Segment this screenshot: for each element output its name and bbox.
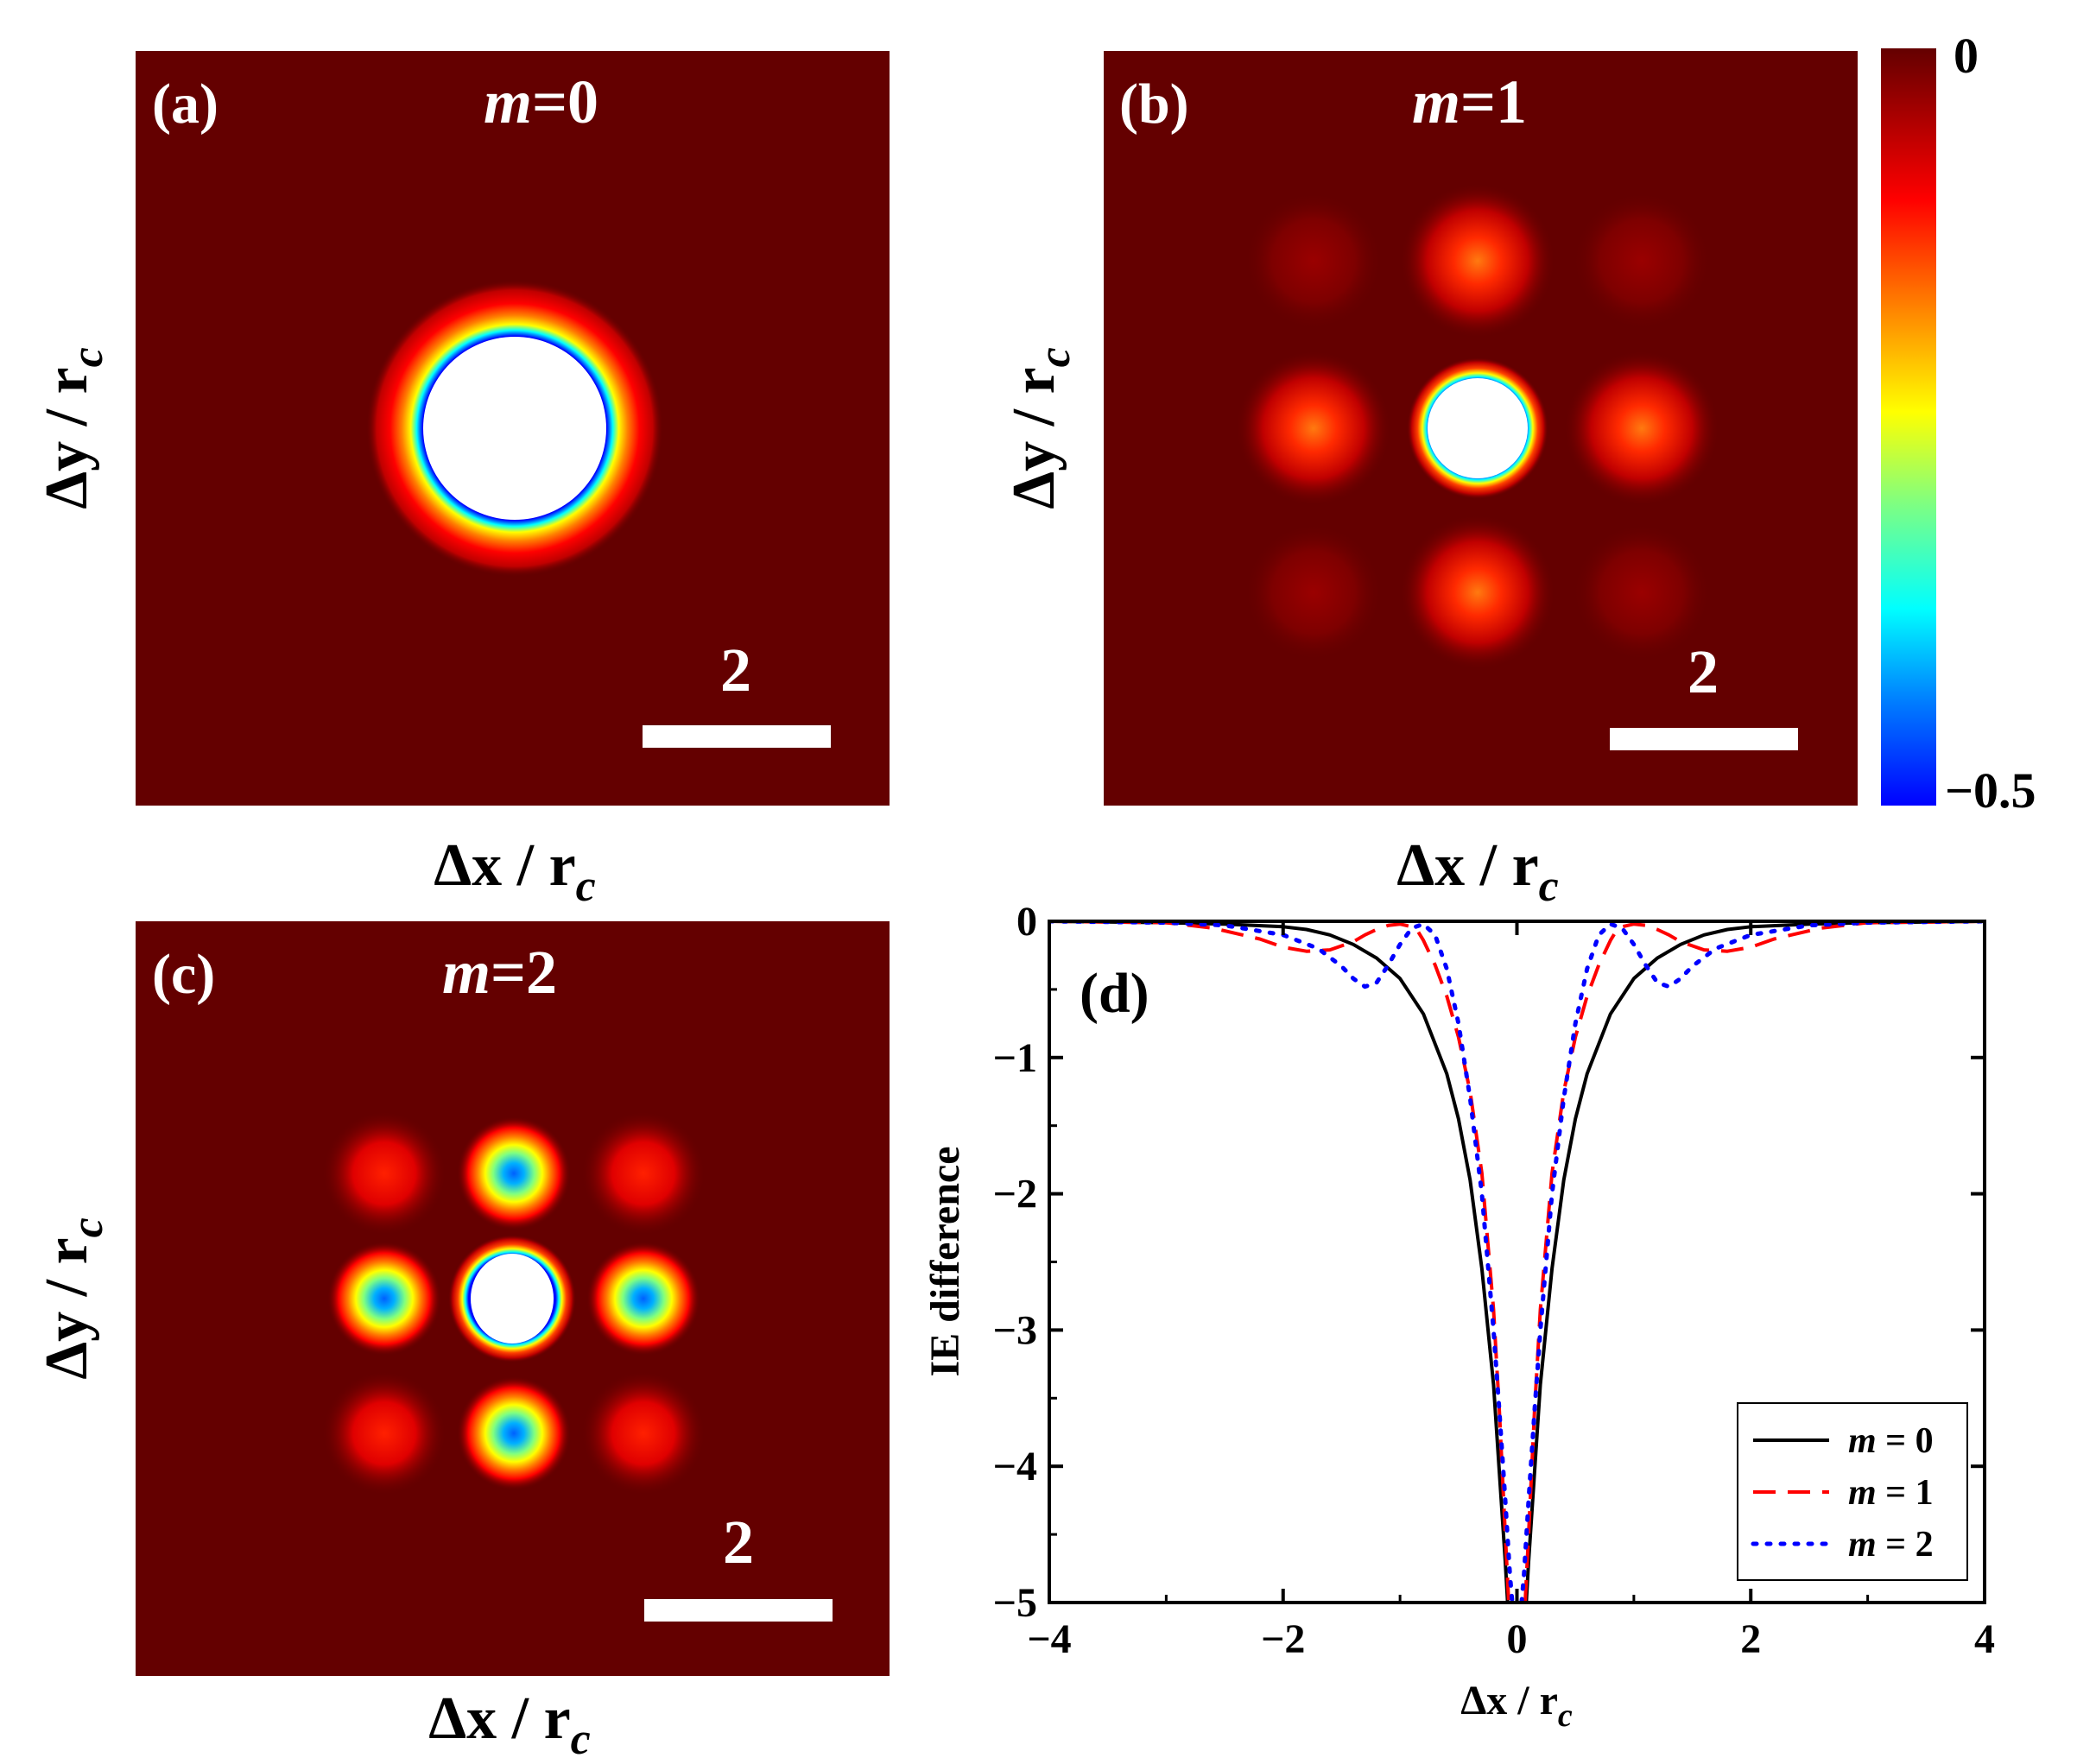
panel-d-axes: −4 −2 0 2 40−1−2−3−4−5 <box>993 899 1995 1662</box>
panel-d-xlabel: Δx / rc <box>1460 1678 1573 1734</box>
panel-a-ylabel: Δy / rc <box>34 347 112 509</box>
y-tick-label: −1 <box>993 1035 1037 1081</box>
series-line-m1-right <box>1523 921 1985 1603</box>
panel-c-scale-label: 2 <box>723 1508 754 1577</box>
panel-b-scale-label: 2 <box>1688 637 1719 706</box>
panel-c-side-lobe <box>327 1242 441 1356</box>
panel-c-title: m=2 <box>442 938 557 1007</box>
panel-d-legend: m = 0 m = 1 m = 2 <box>1737 1402 1968 1581</box>
colorbar-min-label: −0.5 <box>1945 762 2036 819</box>
legend-label-m2: m = 2 <box>1848 1525 1934 1565</box>
panel-b-side-lobe <box>1400 515 1555 670</box>
x-tick-label: 2 <box>1740 1616 1761 1662</box>
panel-b-center-hole <box>1428 378 1528 478</box>
panel-a: (a) m=0 2 Δx / rc Δy / rc <box>34 51 890 911</box>
panel-c-xlabel: Δx / rc <box>428 1685 591 1764</box>
panel-a-xlabel: Δx / rc <box>434 832 596 911</box>
panel-d: −4 −2 0 2 40−1−2−3−4−5 (d) Δx / rc IE differ… <box>922 899 1995 1734</box>
x-tick-label: −2 <box>1261 1616 1305 1662</box>
panel-b-side-lobe <box>1236 351 1391 506</box>
panel-c-scale-bar <box>644 1599 833 1622</box>
panel-b-corner-lobe <box>1244 523 1383 661</box>
y-tick-label: −3 <box>993 1307 1037 1353</box>
panel-c-corner-lobe <box>322 1371 446 1495</box>
panel-c-corner-lobe <box>581 1111 706 1236</box>
x-tick-label: 0 <box>1507 1616 1528 1662</box>
panel-a-title: m=0 <box>484 67 598 136</box>
panel-d-letter: (d) <box>1080 962 1149 1025</box>
colorbar-max-label: 0 <box>1954 28 1979 84</box>
panel-c-side-lobe <box>457 1376 571 1490</box>
legend-label-m1: m = 1 <box>1848 1473 1934 1513</box>
panel-a-letter: (a) <box>152 73 218 136</box>
panel-c-center-hole <box>471 1254 554 1344</box>
panel-a-scale-bar <box>643 725 831 748</box>
panel-d-series-group <box>1049 921 1985 1603</box>
panel-b: (b) m=1 2 Δx / rc Δy / rc <box>1001 51 1858 911</box>
legend-box <box>1737 1402 1968 1581</box>
x-tick-label: −4 <box>1027 1616 1071 1662</box>
panel-c-side-lobe <box>457 1116 571 1230</box>
panel-b-side-lobe <box>1564 351 1719 506</box>
panel-c-corner-lobe <box>322 1111 446 1236</box>
y-tick-label: −4 <box>993 1444 1037 1489</box>
panel-b-side-lobe <box>1400 183 1555 338</box>
colorbar-gradient <box>1881 48 1936 806</box>
panel-b-scale-bar <box>1610 728 1798 750</box>
y-tick-label: 0 <box>1016 899 1037 945</box>
y-tick-label: −5 <box>993 1580 1037 1626</box>
panel-b-corner-lobe <box>1573 523 1711 661</box>
panel-b-ylabel: Δy / rc <box>1001 347 1080 509</box>
panel-c-ylabel: Δy / rc <box>34 1217 112 1380</box>
panel-c-corner-lobe <box>581 1371 706 1495</box>
panel-c-side-lobe <box>586 1242 700 1356</box>
colorbar: 0 −0.5 <box>1881 28 2036 819</box>
panel-b-letter: (b) <box>1119 73 1189 136</box>
series-line-m0-left <box>1049 921 1510 1603</box>
panel-b-corner-lobe <box>1573 192 1711 330</box>
panel-b-title: m=1 <box>1412 67 1527 136</box>
legend-label-m0: m = 0 <box>1848 1421 1934 1461</box>
panel-b-xlabel: Δx / rc <box>1396 832 1559 911</box>
panel-a-center-hole <box>423 337 606 520</box>
series-line-m1-left <box>1049 921 1510 1603</box>
panel-b-corner-lobe <box>1244 192 1383 330</box>
legend-items: m = 0 m = 1 m = 2 <box>1751 1421 1934 1565</box>
y-tick-label: −2 <box>993 1172 1037 1217</box>
panel-d-ylabel: IE difference <box>922 1146 968 1376</box>
x-tick-label: 4 <box>1974 1616 1995 1662</box>
panel-a-scale-label: 2 <box>720 635 751 705</box>
panel-c-letter: (c) <box>152 943 215 1006</box>
series-line-m0-right <box>1524 921 1985 1603</box>
panel-c: (c) m=2 2 Δx / rc Δy / rc <box>34 921 890 1764</box>
